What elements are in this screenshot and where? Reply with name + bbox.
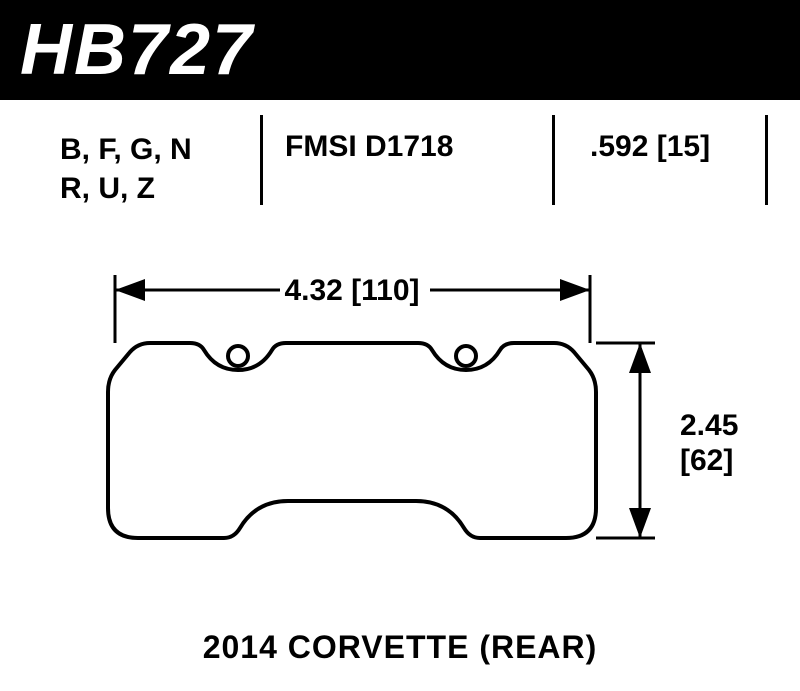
brake-pad-diagram: 4.32 [110] 2.45 [62] [0,240,800,620]
width-label: 4.32 [110] [284,274,419,307]
spec-row: B, F, G, N R, U, Z FMSI D1718 .592 [15] [0,120,800,220]
divider-1 [260,115,263,205]
height-label-2: [62] [680,444,733,477]
height-arrow-top [629,343,651,373]
hole-left [228,346,248,366]
spec-fmsi: FMSI D1718 [285,130,453,164]
part-number: HB727 [20,9,254,91]
divider-2 [552,115,555,205]
divider-3 [765,115,768,205]
height-label-1: 2.45 [680,409,738,442]
footer-text: 2014 CORVETTE (REAR) [0,629,800,666]
spec-thickness: .592 [15] [590,130,710,164]
width-arrow-left [115,279,145,301]
hole-right [456,346,476,366]
header-bar: HB727 [0,0,800,100]
spec-codes: B, F, G, N R, U, Z [60,130,192,208]
pad-outline [108,343,596,538]
diagram-area: 4.32 [110] 2.45 [62] [0,240,800,620]
codes-line2: R, U, Z [60,169,192,208]
codes-line1: B, F, G, N [60,130,192,169]
height-arrow-bottom [629,508,651,538]
width-arrow-right [560,279,590,301]
